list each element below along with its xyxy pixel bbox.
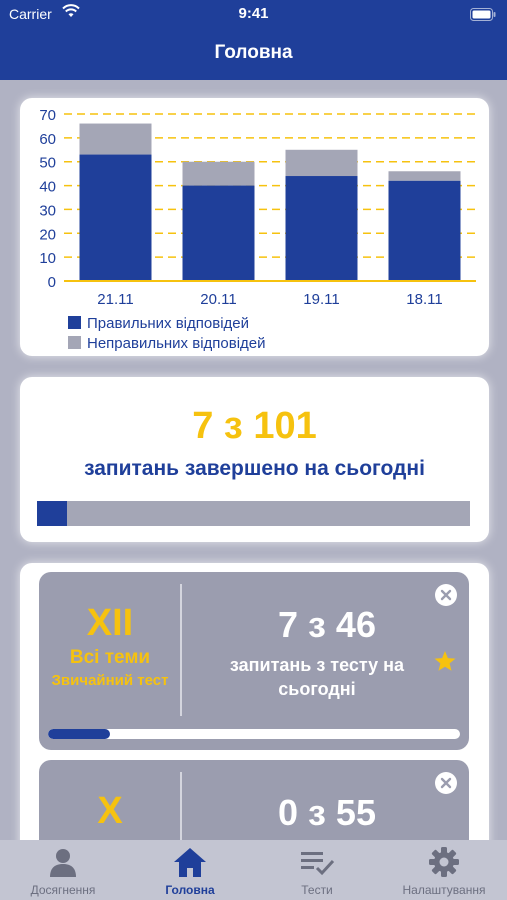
test-type: Звичайний тест xyxy=(51,672,169,689)
navigation-bar: Головна xyxy=(0,30,507,80)
daily-progress-card: 7 з 101 запитань завершено на сьогодні xyxy=(20,377,489,542)
daily-progress-bar xyxy=(37,501,470,526)
answers-bar-chart: 0 10 20 30 40 50 60 70 21.11 20.11 19.11 18.11 Прави… xyxy=(39,107,476,352)
y-tick-label: 0 xyxy=(48,274,56,291)
clock: 9:41 xyxy=(238,5,269,22)
y-tick-label: 60 xyxy=(39,131,56,148)
bar-correct xyxy=(79,154,152,281)
home-icon xyxy=(174,848,206,877)
legend-swatch xyxy=(68,336,81,349)
carrier-label: Carrier xyxy=(9,6,52,22)
legend-label: Неправильних відповідей xyxy=(87,335,266,352)
bar-incorrect xyxy=(285,149,358,177)
status-bar: Carrier 9:41 xyxy=(0,0,507,30)
daily-progress-fill xyxy=(37,501,68,526)
daily-subtitle: запитань завершено на сьогодні xyxy=(84,457,425,480)
test-subtitle: запитань з тесту на сьогодні xyxy=(229,655,405,699)
stats-chart-card: 0 10 20 30 40 50 60 70 21.11 20.11 19.11 18.11 Прави… xyxy=(20,98,489,356)
person-icon xyxy=(50,849,76,877)
tab-home[interactable]: Головна xyxy=(127,840,253,900)
close-icon[interactable] xyxy=(435,772,457,794)
legend-label: Правильних відповідей xyxy=(87,315,249,332)
y-tick-label: 10 xyxy=(39,250,56,267)
x-tick-label: 18.11 xyxy=(406,291,442,308)
divider xyxy=(180,584,182,716)
test-tile[interactable]: XII Всі теми Звичайний тест 7 з 46 запит… xyxy=(39,572,469,750)
tab-label: Тести xyxy=(301,883,333,897)
battery-icon xyxy=(470,8,496,26)
x-tick-label: 19.11 xyxy=(303,291,339,308)
tab-bar: Досягнення Головна Тести Налаштування xyxy=(0,840,507,900)
tab-label: Налаштування xyxy=(402,883,486,897)
y-tick-label: 50 xyxy=(39,155,56,172)
close-icon[interactable] xyxy=(435,584,457,606)
x-tick-label: 20.11 xyxy=(200,291,236,308)
tab-achievements[interactable]: Досягнення xyxy=(0,840,126,900)
main-content[interactable]: 0 10 20 30 40 50 60 70 21.11 20.11 19.11 18.11 Прави… xyxy=(0,80,507,840)
tab-label: Досягнення xyxy=(30,883,96,897)
checklist-icon xyxy=(301,852,335,876)
tab-settings[interactable]: Налаштування xyxy=(381,840,507,900)
tab-tests[interactable]: Тести xyxy=(254,840,380,900)
test-number: X xyxy=(97,790,123,832)
bar-correct xyxy=(182,185,255,281)
bar-incorrect xyxy=(182,161,255,186)
test-number: XII xyxy=(86,602,134,644)
tab-label: Головна xyxy=(165,883,215,897)
y-tick-label: 20 xyxy=(39,226,56,243)
test-theme: Всі теми xyxy=(69,647,151,668)
star-icon[interactable] xyxy=(433,650,457,678)
y-tick-label: 70 xyxy=(39,107,56,124)
y-tick-label: 40 xyxy=(39,179,56,196)
test-count: 7 з 46 xyxy=(278,604,376,645)
y-tick-label: 30 xyxy=(39,202,56,219)
bar-incorrect xyxy=(79,123,152,155)
legend-swatch xyxy=(68,316,81,329)
tests-card: XII Всі теми Звичайний тест 7 з 46 запит… xyxy=(20,563,489,840)
daily-count: 7 з 101 xyxy=(192,405,317,447)
test-progress-fill xyxy=(48,729,110,739)
test-count: 0 з 55 xyxy=(278,792,376,833)
bar-incorrect xyxy=(388,171,461,181)
test-tile[interactable]: X 0 з 55 xyxy=(39,760,469,840)
bar-correct xyxy=(285,176,358,281)
bar-correct xyxy=(388,180,461,281)
wifi-icon xyxy=(62,4,80,23)
test-progress-bar xyxy=(48,729,460,739)
page-title: Головна xyxy=(214,42,293,63)
x-tick-label: 21.11 xyxy=(97,291,133,308)
gear-icon xyxy=(429,847,459,877)
divider xyxy=(180,772,182,840)
